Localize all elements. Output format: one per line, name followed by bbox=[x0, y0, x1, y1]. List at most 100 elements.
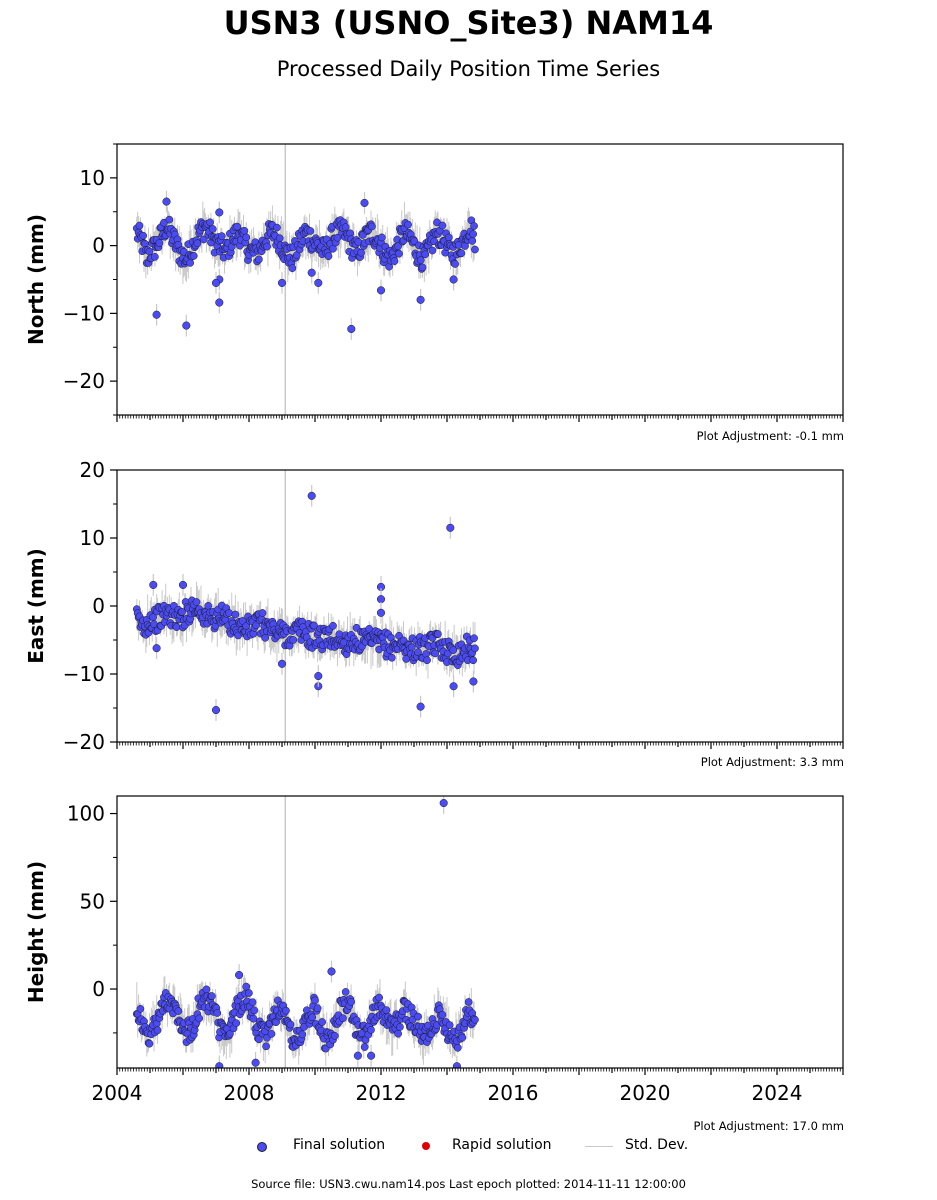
outlier-point bbox=[307, 268, 316, 277]
x-tick-label: 2020 bbox=[620, 1081, 671, 1105]
outlier-point bbox=[152, 310, 161, 319]
data-point bbox=[206, 218, 214, 227]
y-tick-label: −10 bbox=[63, 301, 105, 325]
outlier-point bbox=[314, 278, 323, 287]
outlier-point bbox=[277, 278, 287, 287]
data-point bbox=[225, 609, 233, 617]
data-point bbox=[193, 239, 202, 248]
data-layer bbox=[132, 796, 479, 1068]
data-point bbox=[395, 249, 403, 258]
data-point bbox=[396, 1023, 404, 1031]
data-point bbox=[136, 1004, 145, 1013]
data-point bbox=[139, 231, 147, 240]
data-point bbox=[434, 630, 442, 638]
outlier-point bbox=[416, 295, 425, 304]
data-point bbox=[248, 998, 257, 1007]
outlier-point bbox=[215, 1062, 224, 1068]
panel-1: 20 10 0 −10 −20 East (mm) bbox=[24, 458, 844, 754]
outlier-point bbox=[353, 1051, 362, 1060]
data-point bbox=[255, 1035, 263, 1044]
data-point bbox=[145, 247, 154, 256]
data-point bbox=[242, 982, 251, 991]
data-point bbox=[367, 1026, 375, 1034]
y-tick-label: 10 bbox=[80, 166, 105, 190]
data-point bbox=[360, 1043, 369, 1051]
data-point bbox=[330, 1031, 339, 1040]
y-tick-label: 0 bbox=[92, 594, 105, 618]
y-tick-label: −20 bbox=[63, 730, 105, 754]
data-point bbox=[186, 259, 194, 267]
outlier-point bbox=[376, 595, 386, 604]
outlier-point bbox=[277, 659, 287, 668]
data-point bbox=[414, 648, 422, 657]
outlier-point bbox=[367, 1051, 376, 1060]
legend-final-label: Final solution bbox=[293, 1137, 386, 1153]
data-point bbox=[382, 1006, 391, 1014]
data-point bbox=[341, 223, 350, 232]
data-point bbox=[195, 1014, 204, 1023]
data-point bbox=[468, 236, 477, 245]
outlier-point bbox=[416, 702, 425, 711]
panel-0: 10 0 −10 −20 North (mm) bbox=[24, 143, 844, 422]
data-point bbox=[445, 1021, 454, 1029]
data-point bbox=[155, 239, 164, 247]
data-point bbox=[231, 610, 240, 619]
y-tick-label: 0 bbox=[92, 977, 105, 1001]
outlier-point bbox=[307, 491, 316, 500]
data-point bbox=[416, 256, 425, 265]
axes-frame bbox=[116, 143, 844, 416]
data-point bbox=[470, 222, 478, 230]
data-point bbox=[199, 235, 208, 244]
y-tick-label: 0 bbox=[92, 234, 105, 258]
data-point bbox=[347, 997, 355, 1006]
outlier-point bbox=[449, 275, 458, 284]
outlier-point bbox=[235, 970, 244, 980]
data-point bbox=[402, 655, 411, 663]
y-tick-label: 50 bbox=[80, 889, 105, 913]
data-point bbox=[421, 250, 430, 259]
outlier-point bbox=[182, 321, 191, 330]
data-point bbox=[444, 233, 453, 242]
data-point bbox=[135, 221, 144, 230]
data-point bbox=[204, 602, 213, 610]
data-point bbox=[390, 257, 399, 265]
data-point bbox=[233, 222, 242, 231]
data-point bbox=[449, 646, 458, 654]
legend-rapid-label: Rapid solution bbox=[452, 1137, 552, 1153]
outlier-point bbox=[178, 580, 188, 589]
data-point bbox=[471, 1015, 479, 1024]
panel-2: 100 50 0 2004 2008 2012 2016 2020 2024 Height (mm… bbox=[24, 795, 844, 1105]
outlier-point bbox=[452, 1062, 461, 1068]
outlier-point bbox=[149, 580, 158, 589]
x-tick-label: 2004 bbox=[92, 1081, 143, 1105]
data-point bbox=[339, 1014, 347, 1023]
x-tick-label: 2016 bbox=[488, 1081, 539, 1105]
data-point bbox=[451, 260, 459, 268]
y-tick-label: 10 bbox=[80, 526, 105, 550]
data-point bbox=[375, 993, 383, 1002]
y-tick-label: −20 bbox=[63, 369, 105, 393]
data-point bbox=[407, 643, 416, 652]
data-point bbox=[457, 249, 466, 258]
data-point bbox=[258, 609, 267, 617]
data-point bbox=[213, 1009, 222, 1017]
data-point bbox=[151, 253, 159, 261]
data-point bbox=[275, 234, 284, 243]
y-axis-label: North (mm) bbox=[24, 214, 48, 345]
outlier-point bbox=[152, 644, 161, 653]
data-point bbox=[178, 608, 186, 616]
outlier-point bbox=[446, 523, 455, 532]
data-point bbox=[313, 1004, 322, 1013]
data-point bbox=[329, 621, 337, 630]
data-point bbox=[226, 1029, 234, 1038]
data-point bbox=[469, 230, 478, 238]
data-point bbox=[232, 1019, 241, 1027]
north-plot-adjustment: Plot Adjustment: -0.1 mm bbox=[696, 429, 844, 443]
outlier-point bbox=[327, 967, 336, 976]
data-point bbox=[286, 1020, 295, 1029]
data-point bbox=[240, 226, 249, 235]
data-point bbox=[289, 636, 298, 644]
y-axis-label: Height (mm) bbox=[24, 861, 48, 1003]
data-point bbox=[368, 222, 376, 231]
data-layer bbox=[132, 144, 479, 415]
